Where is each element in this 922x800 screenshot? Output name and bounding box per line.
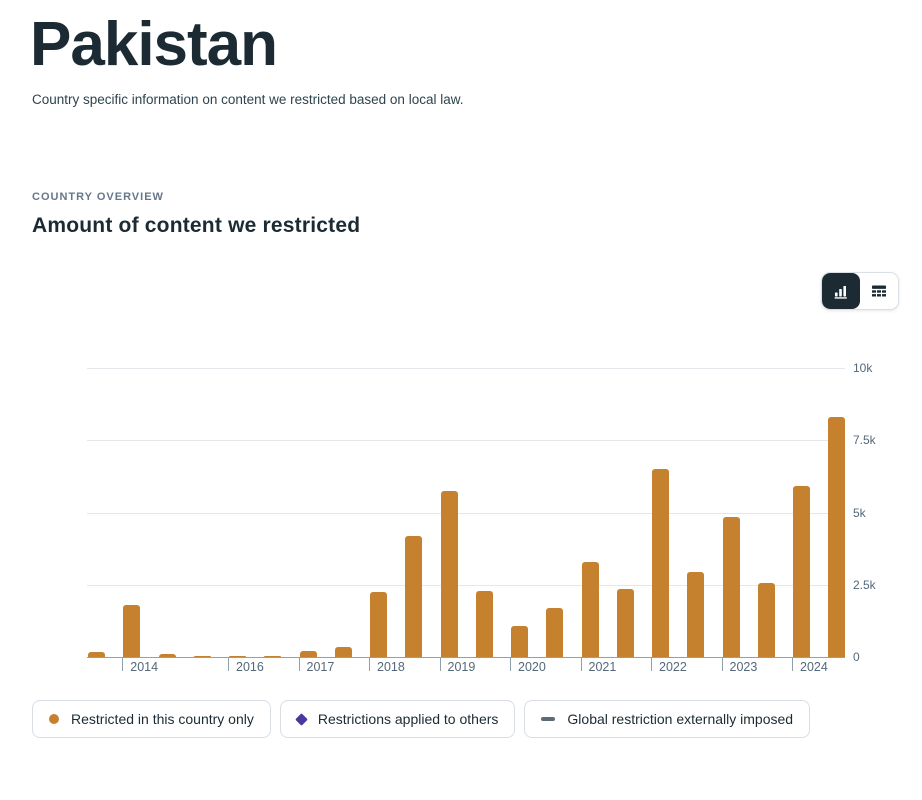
view-toggle (821, 272, 899, 310)
table-icon (870, 282, 888, 300)
page-subtitle: Country specific information on content … (32, 92, 464, 107)
legend-diamond-icon (294, 712, 308, 726)
legend-item-global-restriction-externally-imposed[interactable]: Global restriction externally imposed (524, 700, 811, 738)
x-axis-tick-2017 (298, 657, 300, 671)
bar-2021-jan-jun[interactable] (581, 561, 599, 657)
bar-2017-jul-dec[interactable] (334, 646, 352, 657)
bar-2020-jan-jun[interactable] (511, 626, 528, 657)
x-axis-year-label-2020: 2020 (518, 660, 546, 674)
y-axis-label-10k: 10k (853, 361, 873, 375)
x-axis-line (87, 657, 845, 658)
y-axis-label-7.5k: 7.5k (853, 433, 876, 448)
x-axis-year-label-2024: 2024 (800, 660, 828, 674)
bar-2024-jul-dec[interactable] (828, 417, 846, 657)
x-axis-year-label-2022: 2022 (659, 660, 687, 674)
bar-2024-jan-jun[interactable] (793, 486, 810, 657)
x-axis-year-label-2017: 2017 (306, 660, 335, 674)
x-axis-year-label-2021: 2021 (588, 660, 617, 674)
bar-2015[interactable] (193, 655, 211, 657)
x-axis-year-label-2014: 2014 (130, 660, 159, 674)
x-axis-year-label-2023: 2023 (729, 660, 758, 674)
chart-legend: Restricted in this country only Restricti… (32, 700, 811, 738)
bar-2019-jan-jun[interactable] (440, 490, 458, 657)
bar-chart-icon (832, 282, 850, 300)
bar-2016-jan-jun[interactable] (229, 655, 246, 657)
legend-item-restricted-in-this-country-only[interactable]: Restricted in this country only (32, 700, 271, 738)
x-axis-year-label-2016: 2016 (236, 660, 264, 674)
x-axis-tick-2016 (228, 657, 229, 671)
legend-label: Restricted in this country only (71, 711, 254, 727)
bar-2022-jan-jun[interactable] (652, 469, 669, 657)
x-axis-tick-2021 (580, 657, 582, 671)
bar-2014-jan-jun[interactable] (123, 604, 141, 657)
gridline-7.5k (87, 440, 845, 442)
bar-2021-jul-dec[interactable] (616, 589, 634, 657)
bar-2014-jul-dec[interactable] (158, 654, 176, 657)
gridline-5k (87, 512, 845, 514)
x-axis-year-label-2018: 2018 (377, 660, 405, 674)
y-axis-label-0: 0 (853, 650, 860, 664)
page-title: Pakistan (30, 10, 278, 79)
bar-2016-jul-dec[interactable] (264, 655, 282, 657)
bar-2020-jul-dec[interactable] (546, 608, 564, 657)
legend-item-restrictions-applied-to-others[interactable]: Restrictions applied to others (279, 700, 516, 738)
x-axis-tick-2022 (651, 657, 652, 671)
section-eyebrow: COUNTRY OVERVIEW (32, 191, 164, 203)
bar-2023-jul-dec[interactable] (757, 583, 775, 657)
chart-view-button[interactable] (822, 273, 860, 309)
x-axis-tick-2018 (369, 657, 370, 671)
x-axis-tick-2020 (510, 657, 511, 671)
table-view-button[interactable] (860, 273, 898, 309)
x-axis-tick-2024 (792, 657, 793, 671)
legend-label: Restrictions applied to others (317, 711, 499, 727)
bar-2018-jan-jun[interactable] (370, 591, 387, 657)
y-axis-label-2.5k: 2.5k (853, 577, 876, 592)
bar-2022-jul-dec[interactable] (687, 571, 705, 657)
section-heading: Amount of content we restricted (32, 214, 361, 237)
bar-2017-jan-jun[interactable] (299, 650, 317, 657)
y-axis-label-5k: 5k (853, 505, 866, 520)
x-axis-tick-2023 (721, 657, 723, 671)
bar-2018-jul-dec[interactable] (405, 535, 423, 657)
x-axis-tick-2019 (439, 657, 441, 671)
x-axis-tick-2014 (122, 657, 124, 671)
legend-circle-icon (49, 714, 59, 724)
x-axis-year-label-2019: 2019 (447, 660, 476, 674)
legend-label: Global restriction externally imposed (567, 711, 794, 727)
bar-2019-jul-dec[interactable] (475, 590, 493, 657)
legend-dash-icon (541, 717, 556, 721)
gridline-10k (87, 368, 845, 369)
bar-2023-jan-jun[interactable] (722, 516, 740, 657)
bar-2013-jul-dec[interactable] (88, 651, 105, 657)
